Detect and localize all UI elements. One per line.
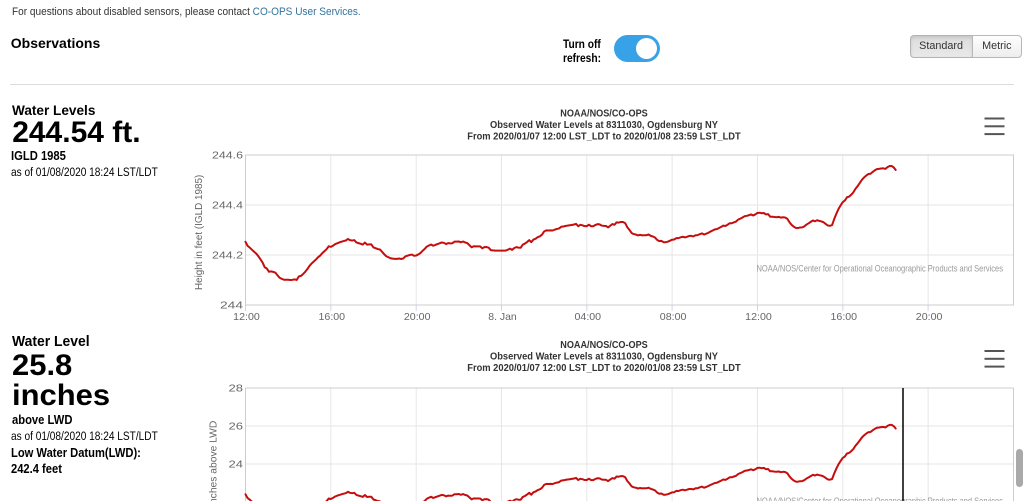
svg-text:16:00: 16:00 — [831, 312, 858, 323]
svg-text:Observed Water Levels at 83110: Observed Water Levels at 8311030, Ogdens… — [490, 120, 718, 131]
svg-text:08:00: 08:00 — [660, 312, 687, 323]
svg-text:244.2: 244.2 — [212, 251, 243, 262]
svg-text:From 2020/01/07 12:00 LST_LDT: From 2020/01/07 12:00 LST_LDT to 2020/01… — [467, 132, 741, 143]
svg-text:26: 26 — [229, 422, 244, 433]
svg-text:NOAA/NOS/Center for Operationa: NOAA/NOS/Center for Operational Oceanogr… — [757, 496, 1004, 501]
svg-text:From 2020/01/07 12:00 LST_LDT: From 2020/01/07 12:00 LST_LDT to 2020/01… — [467, 363, 741, 374]
svg-text:12:00: 12:00 — [233, 312, 260, 323]
svg-text:244.6: 244.6 — [212, 151, 243, 162]
svg-text:244: 244 — [220, 301, 243, 312]
svg-text:Height in feet (IGLD 1985): Height in feet (IGLD 1985) — [194, 175, 205, 290]
svg-text:Observed Water Levels at 83110: Observed Water Levels at 8311030, Ogdens… — [490, 351, 718, 362]
svg-text:244.4: 244.4 — [212, 201, 243, 212]
svg-text:16:00: 16:00 — [319, 312, 346, 323]
svg-text:24: 24 — [229, 460, 244, 471]
svg-text:NOAA/NOS/Center for Operationa: NOAA/NOS/Center for Operational Oceanogr… — [757, 264, 1004, 274]
svg-text:NOAA/NOS/CO-OPS: NOAA/NOS/CO-OPS — [560, 340, 648, 351]
svg-text:8. Jan: 8. Jan — [488, 312, 517, 323]
svg-text:04:00: 04:00 — [575, 312, 602, 323]
svg-text:NOAA/NOS/CO-OPS: NOAA/NOS/CO-OPS — [560, 108, 648, 119]
svg-text:inches above LWD: inches above LWD — [209, 421, 220, 501]
svg-text:28: 28 — [229, 384, 244, 395]
svg-text:20:00: 20:00 — [916, 312, 943, 323]
svg-text:20:00: 20:00 — [404, 312, 431, 323]
svg-text:12:00: 12:00 — [745, 312, 772, 323]
